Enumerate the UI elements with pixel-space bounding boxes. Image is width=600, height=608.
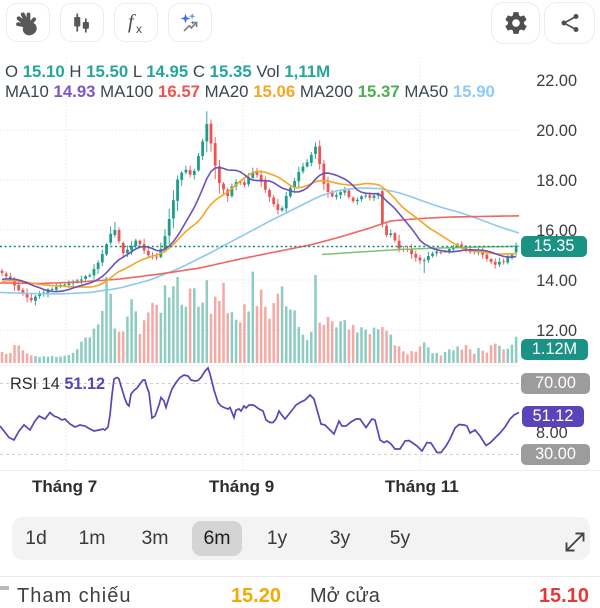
svg-text:f: f xyxy=(128,11,136,33)
svg-text:x: x xyxy=(136,22,142,36)
